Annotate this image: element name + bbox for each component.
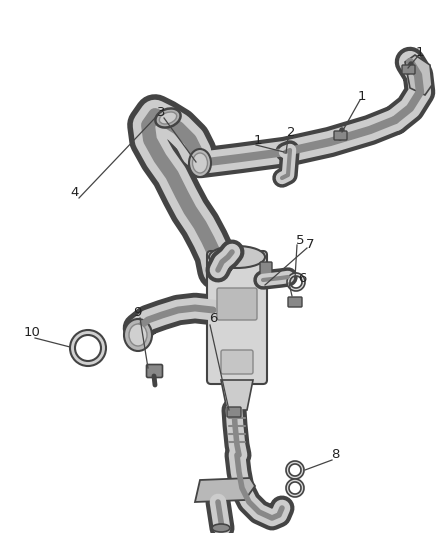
Ellipse shape (212, 524, 230, 532)
FancyBboxPatch shape (217, 288, 257, 320)
Text: 3: 3 (157, 107, 165, 119)
Ellipse shape (155, 108, 180, 127)
Text: 6: 6 (298, 271, 306, 285)
Text: 7: 7 (306, 238, 314, 251)
Text: 1: 1 (358, 90, 366, 102)
Ellipse shape (159, 112, 177, 124)
FancyBboxPatch shape (207, 251, 267, 384)
Polygon shape (195, 478, 255, 502)
Ellipse shape (129, 324, 147, 346)
Ellipse shape (124, 319, 152, 351)
Text: 5: 5 (296, 233, 304, 246)
Ellipse shape (189, 149, 211, 177)
Ellipse shape (192, 153, 208, 173)
Text: 1: 1 (416, 45, 424, 59)
Ellipse shape (209, 246, 265, 268)
FancyBboxPatch shape (221, 350, 253, 374)
Text: 9: 9 (133, 305, 141, 319)
FancyBboxPatch shape (334, 131, 347, 140)
Text: 1: 1 (254, 133, 262, 147)
FancyBboxPatch shape (227, 407, 241, 417)
FancyBboxPatch shape (288, 297, 302, 307)
Text: 4: 4 (71, 185, 79, 198)
Text: 2: 2 (287, 126, 295, 140)
Polygon shape (221, 380, 253, 410)
Polygon shape (405, 55, 432, 95)
Text: 8: 8 (331, 448, 339, 462)
FancyBboxPatch shape (260, 262, 272, 278)
FancyBboxPatch shape (146, 365, 162, 377)
Text: 10: 10 (24, 327, 40, 340)
Text: 6: 6 (209, 312, 217, 326)
FancyBboxPatch shape (402, 65, 415, 74)
